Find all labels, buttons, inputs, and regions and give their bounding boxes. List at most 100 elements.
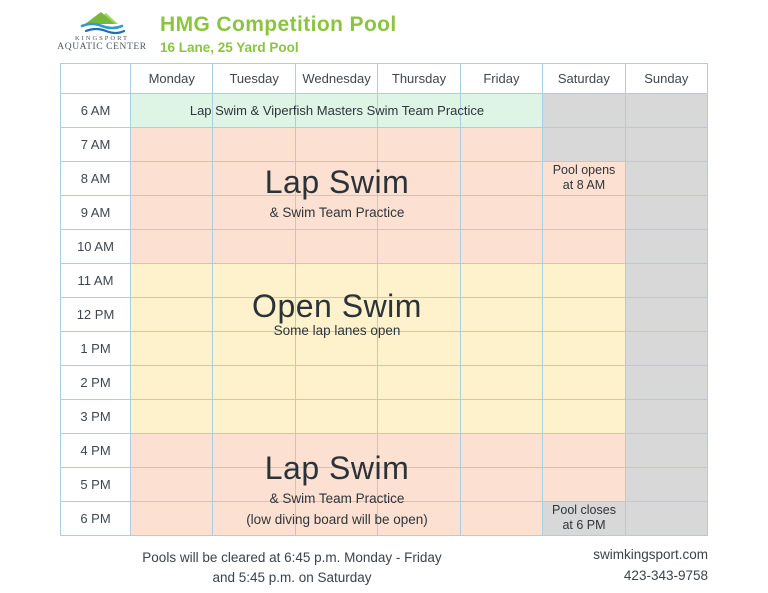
open-swim-block: Open Swim Some lap lanes open (130, 289, 544, 339)
clearing-times-note-line2: and 5:45 p.m. on Saturday (212, 569, 372, 585)
mountain-waves-icon (73, 9, 131, 35)
schedule-cell-sunday-2pm (624, 365, 707, 399)
time-label-3pm: 3 PM (60, 399, 130, 433)
schedule-cell-tuesday-8am (212, 161, 295, 195)
schedule-cell-tuesday-12pm (212, 297, 295, 331)
schedule-cell-thursday-4pm (377, 433, 460, 467)
schedule-cell-wednesday-12pm (294, 297, 378, 331)
day-header-thursday: Thursday (377, 63, 460, 93)
label-evening-lap-swim: Lap Swim (264, 450, 410, 486)
kingsport-aquatic-center-logo: KINGSPORT AQUATIC CENTER (54, 9, 150, 53)
schedule-cell-monday-5pm (130, 467, 213, 501)
label-open-swim: Open Swim (252, 288, 422, 324)
schedule-cell-wednesday-3pm (294, 399, 378, 433)
day-header-sunday: Sunday (624, 63, 707, 93)
schedule-cell-thursday-5pm (377, 467, 460, 501)
schedule-cell-thursday-6am (377, 93, 460, 127)
schedule-cell-saturday-8am (542, 161, 625, 195)
schedule-cell-sunday-6am (624, 93, 707, 127)
schedule-cell-friday-1pm (459, 331, 543, 365)
schedule-cell-saturday-9am (542, 195, 625, 229)
schedule-cell-wednesday-2pm (294, 365, 378, 399)
schedule-cell-tuesday-10am (212, 229, 295, 263)
schedule-cell-monday-1pm (130, 331, 213, 365)
label-some-lap-lanes-open: Some lap lanes open (273, 323, 401, 338)
time-label-6pm: 6 PM (60, 501, 130, 535)
time-label-9am: 9 AM (60, 195, 130, 229)
time-label-8am: 8 AM (60, 161, 130, 195)
schedule-cell-thursday-1pm (377, 331, 460, 365)
morning-lap-swim-block: Lap Swim & Swim Team Practice (130, 165, 544, 221)
schedule-cell-wednesday-11am (294, 263, 378, 297)
time-label-6am: 6 AM (60, 93, 130, 127)
schedule-cell-sunday-3pm (624, 399, 707, 433)
schedule-cell-saturday-6pm (542, 501, 625, 535)
schedule-cell-sunday-5pm (624, 467, 707, 501)
logo-kingsport-label: KINGSPORT (74, 35, 130, 42)
schedule-cell-thursday-11am (377, 263, 460, 297)
schedule-cell-monday-7am (130, 127, 213, 161)
schedule-cell-wednesday-6am (294, 93, 378, 127)
schedule-cell-saturday-10am (542, 229, 625, 263)
schedule-cell-monday-2pm (130, 365, 213, 399)
corner-cell (60, 63, 130, 93)
schedule-cell-friday-12pm (459, 297, 543, 331)
schedule-cell-friday-10am (459, 229, 543, 263)
evening-lap-swim-block: Lap Swim & Swim Team Practice (low divin… (130, 451, 544, 528)
schedule-cell-friday-6am (459, 93, 543, 127)
schedule-cell-monday-11am (130, 263, 213, 297)
schedule-cell-saturday-1pm (542, 331, 625, 365)
schedule-cell-thursday-3pm (377, 399, 460, 433)
schedule-cell-tuesday-6pm (212, 501, 295, 535)
schedule-cell-wednesday-9am (294, 195, 378, 229)
schedule-cell-saturday-5pm (542, 467, 625, 501)
schedule-cell-friday-4pm (459, 433, 543, 467)
day-header-saturday: Saturday (542, 63, 625, 93)
schedule-cell-monday-6am (130, 93, 213, 127)
schedule-cell-saturday-7am (542, 127, 625, 161)
label-low-diving-board: (low diving board will be open) (246, 512, 428, 527)
day-header-wednesday: Wednesday (294, 63, 378, 93)
logo-text: KINGSPORT AQUATIC CENTER (57, 35, 147, 53)
time-label-11am: 11 AM (60, 263, 130, 297)
time-label-4pm: 4 PM (60, 433, 130, 467)
note-saturday-pool-opens: Pool opens at 8 AM (543, 161, 625, 195)
schedule-cell-wednesday-8am (294, 161, 378, 195)
schedule-cell-sunday-9am (624, 195, 707, 229)
schedule-cell-monday-4pm (130, 433, 213, 467)
phone-number-text: 423-343-9758 (623, 568, 708, 583)
schedule-cell-monday-3pm (130, 399, 213, 433)
schedule-cell-sunday-11am (624, 263, 707, 297)
time-label-5pm: 5 PM (60, 467, 130, 501)
schedule-cell-sunday-8am (624, 161, 707, 195)
schedule-cell-saturday-12pm (542, 297, 625, 331)
time-label-1pm: 1 PM (60, 331, 130, 365)
schedule-cell-friday-5pm (459, 467, 543, 501)
page-header: KINGSPORT AQUATIC CENTER HMG Competition… (0, 0, 768, 59)
day-header-monday: Monday (130, 63, 213, 93)
schedule-cell-wednesday-5pm (294, 467, 378, 501)
note-saturday-pool-opens-line2: at 8 AM (562, 178, 606, 192)
schedule-cell-saturday-2pm (542, 365, 625, 399)
schedule-grid: Monday Tuesday Wednesday Thursday Friday Satu… (60, 63, 708, 536)
page-subtitle: 16 Lane, 25 Yard Pool (160, 40, 299, 55)
schedule-cell-monday-12pm (130, 297, 213, 331)
schedule-cell-monday-6pm (130, 501, 213, 535)
schedule-cell-sunday-10am (624, 229, 707, 263)
label-morning-swim-team-practice: & Swim Team Practice (269, 205, 405, 220)
schedule-cell-wednesday-4pm (294, 433, 378, 467)
schedule-cell-saturday-11am (542, 263, 625, 297)
schedule-cell-tuesday-6am (212, 93, 295, 127)
logo-aquatic-center-label: AQUATIC CENTER (57, 41, 147, 52)
schedule-cell-sunday-6pm (624, 501, 707, 535)
schedule-cell-tuesday-5pm (212, 467, 295, 501)
note-saturday-pool-opens-line1: Pool opens (552, 163, 616, 177)
schedule-cell-wednesday-1pm (294, 331, 378, 365)
schedule-cell-saturday-4pm (542, 433, 625, 467)
schedule-cell-saturday-6am (542, 93, 625, 127)
website-text: swimkingsport.com (593, 547, 708, 562)
clearing-times-note-line1: Pools will be cleared at 6:45 p.m. Monda… (142, 550, 442, 565)
schedule-cell-tuesday-4pm (212, 433, 295, 467)
schedule-cell-friday-11am (459, 263, 543, 297)
